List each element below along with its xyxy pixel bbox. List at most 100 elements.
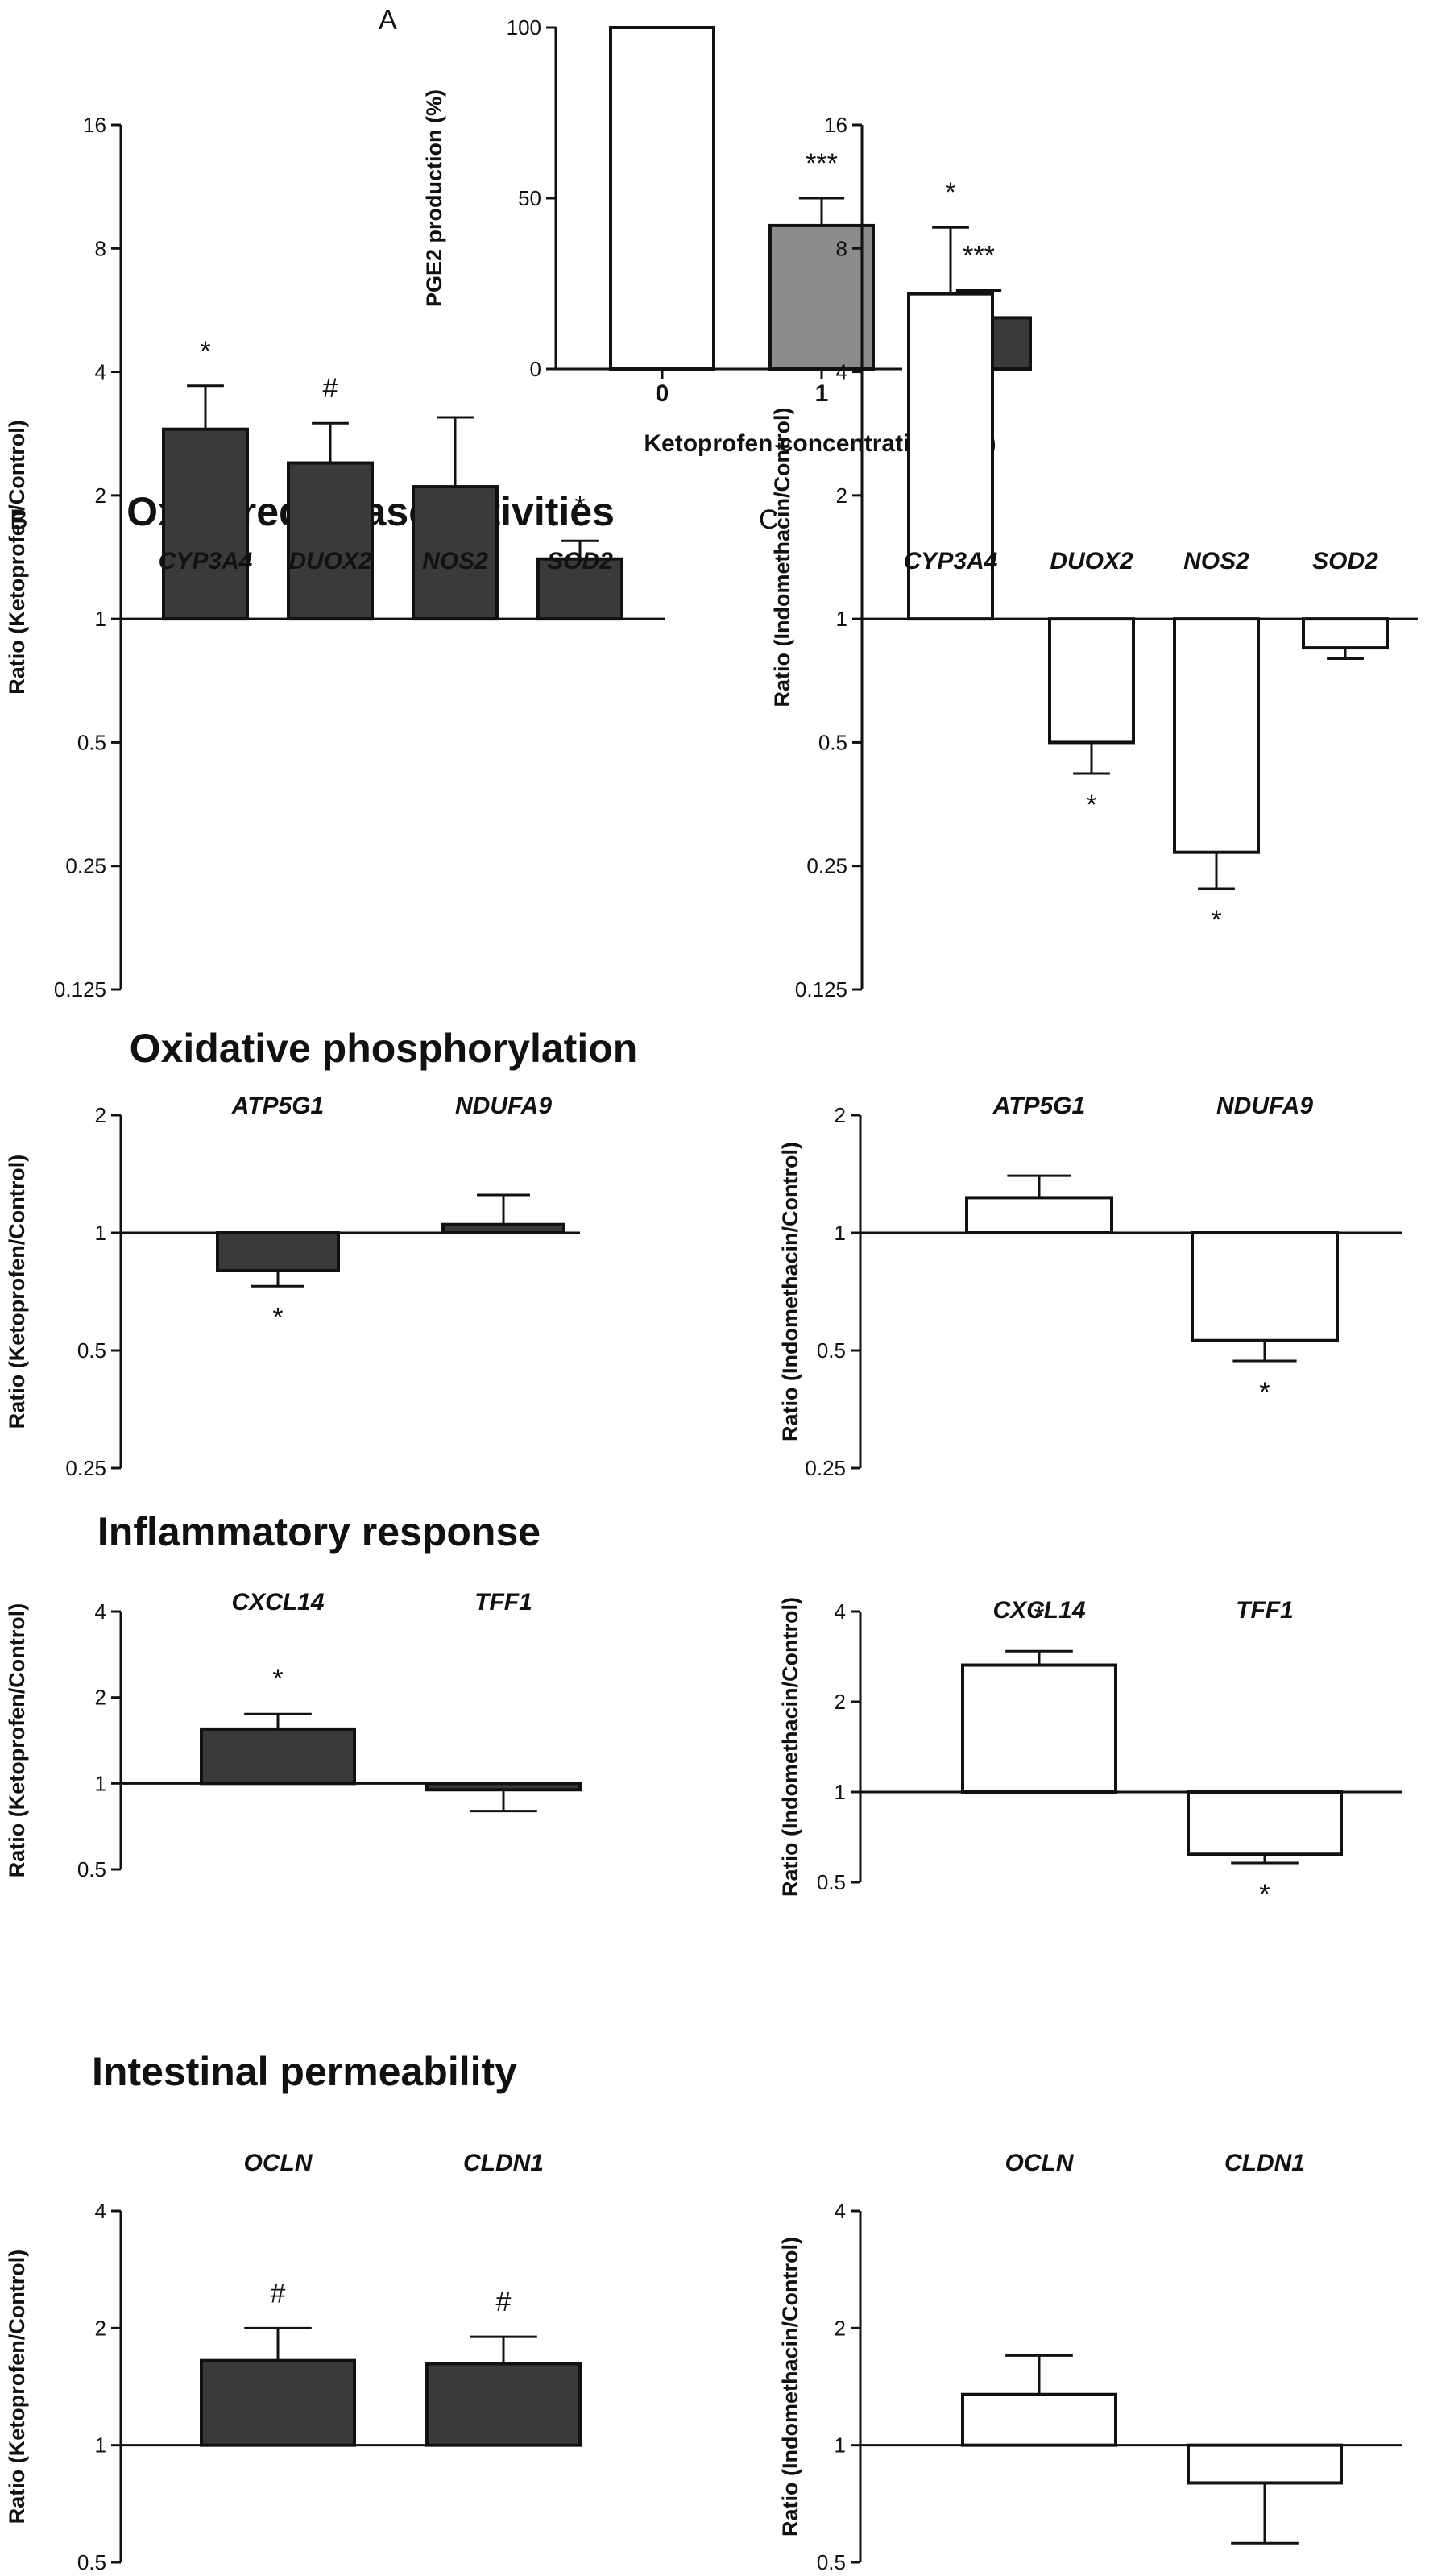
gene-label: CYP3A4 <box>904 548 998 575</box>
bar <box>1173 617 1260 854</box>
y-tick-label: 50 <box>518 186 541 210</box>
gene-label: CXCL14 <box>231 1589 324 1616</box>
gene-label: CXCL14 <box>992 1597 1085 1624</box>
bar <box>216 1231 340 1273</box>
chart-c-oxidoreductase: 0.125 0.25 0.5 1 2 4 8 16 Ratio (Indomethacin/Co… <box>770 113 1418 1002</box>
y-tick-label: 2 <box>835 1103 846 1127</box>
significance-marker: # <box>496 2287 512 2317</box>
y-tick-label: 2 <box>835 1690 846 1714</box>
y-axis-label: PGE2 production (%) <box>422 89 446 307</box>
y-tick-label: 8 <box>836 236 847 260</box>
gene-label: OCLN <box>1005 2150 1075 2176</box>
y-axis-label: Ratio (Indomethacin/Control) <box>770 408 794 707</box>
y-tick-label: 1 <box>836 607 847 631</box>
x-tick-label: 1 <box>815 380 829 407</box>
bar <box>609 26 715 371</box>
y-tick-label: 2 <box>835 2316 846 2340</box>
y-tick-label: 0 <box>530 357 541 381</box>
gene-label: SOD2 <box>547 548 613 575</box>
bar <box>1302 617 1389 650</box>
y-tick-label: 2 <box>95 483 106 508</box>
y-tick-label: 1 <box>835 1221 846 1245</box>
significance-marker: * <box>272 1302 283 1333</box>
gene-label: NOS2 <box>422 548 488 575</box>
chart-b-oxidoreductase: 0.125 0.25 0.5 1 2 4 8 16 Ratio (Ketoprofen/Cont… <box>5 113 665 1002</box>
y-tick-label: 1 <box>95 2433 106 2458</box>
gene-label: OCLN <box>244 2150 313 2176</box>
y-tick-label: 0.5 <box>818 730 847 754</box>
gene-label: ATP5G1 <box>992 1093 1085 1119</box>
y-tick-label: 100 <box>507 15 541 39</box>
gene-label: NDUFA9 <box>455 1093 552 1119</box>
y-tick-label: 1 <box>95 607 106 631</box>
y-axis-label: Ratio (Indomethacin/Control) <box>778 1597 802 1897</box>
y-tick-label: 0.5 <box>77 730 106 754</box>
y-tick-label: 4 <box>835 2199 846 2223</box>
significance-marker: *** <box>963 240 995 271</box>
significance-marker: * <box>200 336 210 367</box>
bar <box>961 1663 1117 1794</box>
bar <box>287 461 374 621</box>
y-tick-label: 2 <box>95 1103 106 1127</box>
y-tick-label: 1 <box>835 2433 846 2458</box>
bar <box>200 2358 356 2447</box>
gene-label: DUOX2 <box>288 548 372 575</box>
bar <box>1187 1790 1343 1856</box>
bar <box>1191 1231 1339 1342</box>
y-tick-label: 16 <box>824 113 847 137</box>
bar <box>425 2362 582 2447</box>
gene-label: NDUFA9 <box>1216 1093 1313 1119</box>
y-tick-label: 4 <box>835 1599 846 1624</box>
y-tick-label: 0.25 <box>805 1456 846 1480</box>
significance-marker: * <box>574 491 585 521</box>
chart-b-permeability: 0.5 1 2 4 Ratio (Ketoprofen/Control) # OCLN # CL… <box>5 2150 582 2574</box>
section-title-inflammatory: Inflammatory response <box>97 1509 541 1554</box>
panel-label-c: C <box>759 504 779 535</box>
gene-label: NOS2 <box>1183 548 1249 575</box>
bar <box>965 1196 1113 1234</box>
bar <box>768 223 875 371</box>
y-tick-label: 0.5 <box>817 1870 846 1894</box>
bar <box>412 485 499 621</box>
gene-label: CLDN1 <box>1224 2150 1305 2176</box>
chart-b-oxphos: 0.25 0.5 1 2 Ratio (Ketoprofen/Control) * ATP5… <box>5 1093 580 1480</box>
panel-label-a: A <box>379 5 397 35</box>
gene-label: TFF1 <box>474 1589 532 1616</box>
y-tick-label: 0.5 <box>77 2550 106 2574</box>
bar <box>441 1222 566 1234</box>
y-tick-label: 0.5 <box>77 1338 106 1363</box>
y-tick-label: 2 <box>836 483 847 508</box>
significance-marker: *** <box>806 148 838 179</box>
y-tick-label: 0.5 <box>817 2550 846 2574</box>
y-tick-label: 0.125 <box>795 977 847 1002</box>
significance-marker: # <box>323 373 338 404</box>
gene-label: CYP3A4 <box>159 548 253 575</box>
y-axis-label: Ratio (Ketoprofen/Control) <box>5 1603 29 1877</box>
gene-label: SOD2 <box>1312 548 1378 575</box>
bar <box>1187 2443 1343 2485</box>
y-tick-label: 4 <box>95 360 106 384</box>
bar <box>162 427 249 621</box>
y-axis-label: Ratio (Ketoprofen/Control) <box>5 1155 29 1429</box>
chart-c-oxphos: 0.25 0.5 1 2 Ratio (Indomethacin/Control) ATP… <box>778 1093 1402 1480</box>
bar <box>200 1727 356 1786</box>
chart-b-inflammatory: 0.5 1 2 4 Ratio (Ketoprofen/Control) * CXCL14 T… <box>5 1589 582 1881</box>
significance-marker: * <box>1034 1601 1044 1632</box>
section-title-permeability: Intestinal permeability <box>92 2049 517 2094</box>
chart-c-permeability: 0.5 1 2 4 Ratio (Indomethacin/Control) OCLN CL… <box>778 2150 1402 2574</box>
significance-marker: # <box>271 2278 286 2308</box>
y-axis-label: Ratio (Ketoprofen/Control) <box>5 2250 29 2524</box>
bar <box>425 1782 582 1792</box>
x-tick-label: 0 <box>656 380 669 407</box>
y-tick-label: 16 <box>83 113 106 137</box>
section-title-oxphos: Oxidative phosphorylation <box>130 1026 638 1071</box>
y-tick-label: 0.5 <box>817 1338 846 1363</box>
significance-marker: * <box>1259 1879 1270 1910</box>
y-axis-label: Ratio (Ketoprofen/Control) <box>5 420 29 694</box>
significance-marker: * <box>1211 905 1221 935</box>
y-tick-label: 0.25 <box>806 854 847 878</box>
y-tick-label: 0.125 <box>54 977 106 1002</box>
y-tick-label: 4 <box>95 2199 106 2223</box>
